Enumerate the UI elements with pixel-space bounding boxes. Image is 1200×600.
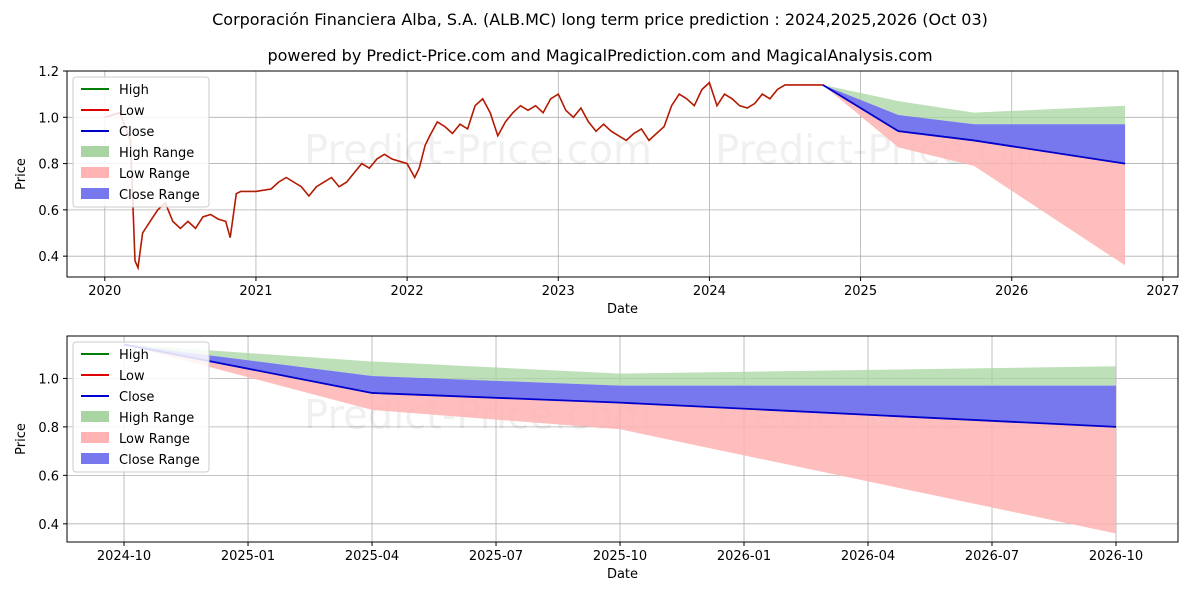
bottom-legend-label-close: Close <box>119 390 154 405</box>
top-x-tick-label: 2020 <box>88 284 121 299</box>
top-y-tick-label: 0.8 <box>38 158 59 173</box>
top-y-tick-label: 1.2 <box>38 65 59 80</box>
bottom-legend-label-high: High <box>119 348 149 363</box>
bottom-x-tick-label: 2026-10 <box>1089 549 1143 564</box>
top-y-tick-label: 0.4 <box>38 250 59 265</box>
top-plot-area: Predict-Price.com Predict-Price.com <box>67 71 1178 277</box>
bottom-y-tick-label: 0.6 <box>38 469 59 484</box>
bottom-legend-swatch-high-range <box>81 411 109 422</box>
bottom-close-line <box>123 343 1117 428</box>
top-x-tick-label: 2026 <box>995 284 1028 299</box>
top-axes-frame <box>66 70 1179 278</box>
bottom-legend-swatch-close-range <box>81 453 109 464</box>
bottom-close-range-area <box>124 344 1117 427</box>
bottom-x-tick-label: 2025-10 <box>593 549 647 564</box>
bottom-x-tick-label: 2026-01 <box>717 549 771 564</box>
top-low-line <box>104 81 823 271</box>
top-watermark: Predict-Price.com <box>304 127 652 173</box>
top-x-tick-label: 2027 <box>1146 284 1179 299</box>
bottom-x-tick-label: 2026-07 <box>965 549 1019 564</box>
bottom-x-tick-label: 2025-01 <box>221 549 275 564</box>
bottom-legend-label-low-range: Low Range <box>119 432 190 447</box>
top-close-line <box>822 84 1126 165</box>
top-y-axis-label: Price <box>14 158 29 190</box>
top-y-tick-label: 0.6 <box>38 204 59 219</box>
top-x-axis-label: Date <box>607 302 638 317</box>
bottom-y-axis-label: Price <box>14 423 29 455</box>
top-close-range-area <box>822 84 1126 164</box>
top-legend-label-high-range: High Range <box>119 146 194 161</box>
top-legend-label-low: Low <box>119 104 145 119</box>
bottom-axes-frame <box>66 335 1179 543</box>
bottom-x-tick-label: 2024-10 <box>97 549 151 564</box>
bottom-legend-swatch-low-range <box>81 432 109 443</box>
top-x-tick-label: 2021 <box>239 284 272 299</box>
top-legend-swatch-low-range <box>81 167 109 178</box>
top-high-line <box>104 82 823 269</box>
bottom-y-tick-label: 1.0 <box>38 372 59 387</box>
top-high-range-area <box>822 84 1126 125</box>
bottom-high-range-area <box>124 344 1117 386</box>
chart-title: Corporación Financiera Alba, S.A. (ALB.M… <box>212 10 988 29</box>
bottom-legend-label-high-range: High Range <box>119 411 194 426</box>
top-legend-swatch-high-range <box>81 146 109 157</box>
top-x-tick-label: 2023 <box>542 284 575 299</box>
top-legend-label-low-range: Low Range <box>119 167 190 182</box>
bottom-y-tick-label: 0.8 <box>38 421 59 436</box>
bottom-x-axis-label: Date <box>607 567 638 582</box>
top-x-tick-label: 2025 <box>844 284 877 299</box>
top-y-tick-label: 1.0 <box>38 111 59 126</box>
bottom-x-tick-label: 2026-04 <box>841 549 895 564</box>
bottom-legend-label-close-range: Close Range <box>119 453 200 468</box>
bottom-legend-label-low: Low <box>119 369 145 384</box>
bottom-low-range-area <box>124 344 1117 534</box>
top-x-tick-label: 2024 <box>693 284 726 299</box>
top-legend-label-close: Close <box>119 125 154 140</box>
top-legend-label-high: High <box>119 83 149 98</box>
top-legend-label-close-range: Close Range <box>119 188 200 203</box>
bottom-x-tick-label: 2025-07 <box>469 549 523 564</box>
bottom-x-tick-label: 2025-04 <box>345 549 399 564</box>
top-legend-swatch-close-range <box>81 188 109 199</box>
bottom-y-tick-label: 0.4 <box>38 518 59 533</box>
chart-subtitle: powered by Predict-Price.com and Magical… <box>267 46 933 65</box>
top-low-range-area <box>822 84 1126 266</box>
top-x-tick-label: 2022 <box>391 284 424 299</box>
